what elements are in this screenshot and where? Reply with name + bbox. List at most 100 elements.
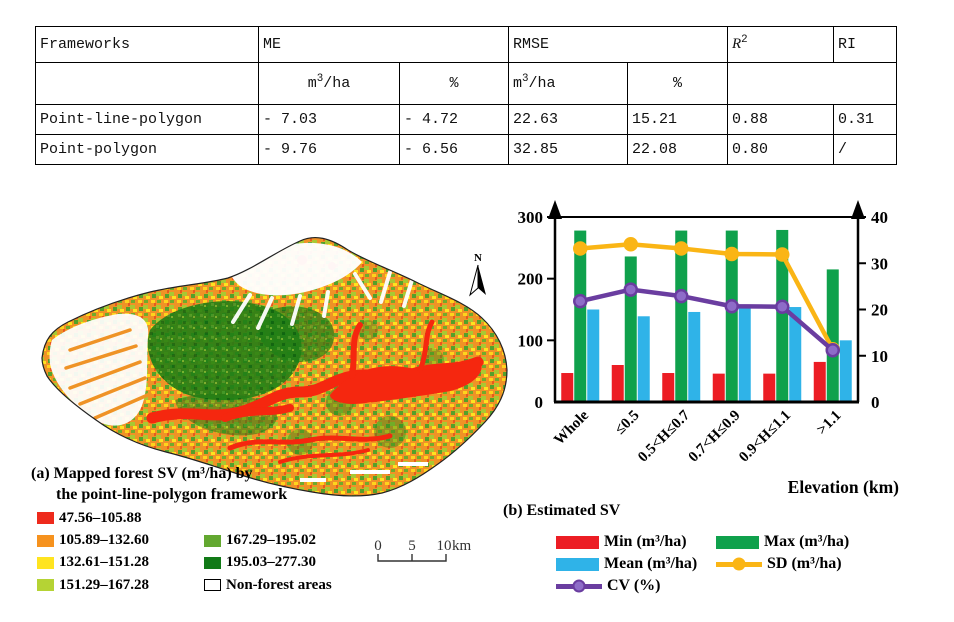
map-legend-item: 195.03–277.30 [204, 554, 316, 571]
max-label: Max (m³/ha) [764, 533, 850, 550]
sd-label: SD (m³/ha) [767, 555, 842, 572]
col-r2: R2 [727, 26, 834, 63]
bar-min-0 [561, 373, 574, 402]
scale-0: 0 [374, 538, 382, 554]
table-header-row-2: m3/ha % m3/ha % [35, 62, 897, 105]
map-legend-item: 132.61–151.28 [37, 554, 204, 571]
bar-max-1 [624, 256, 637, 402]
table-row: Point-polygon - 9.76 - 6.56 32.85 22.08 … [35, 134, 897, 165]
legend-item-sd: SD (m³/ha) [716, 555, 842, 573]
cv-label: CV (%) [607, 577, 661, 594]
map-legend-row: 47.56–105.88 [37, 507, 332, 529]
sd-line-swatch [716, 557, 762, 571]
svg-text:≤0.5: ≤0.5 [612, 408, 642, 438]
map-legend-item: Non-forest areas [204, 577, 332, 594]
unit-me-m3ha: m3/ha [258, 62, 400, 105]
mean-label: Mean (m³/ha) [604, 555, 698, 572]
map-legend-row: 151.29–167.28 Non-forest areas [37, 574, 332, 596]
map-legend-row: 132.61–151.28 195.03–277.30 [37, 552, 332, 574]
legend-item-mean: Mean (m³/ha) [556, 555, 716, 573]
scale-10: 10 [437, 538, 452, 554]
col-frameworks: Frameworks [35, 26, 259, 63]
chart-caption: (b) Estimated SV [503, 502, 621, 519]
svg-text:100: 100 [518, 331, 544, 350]
class1-label: 47.56–105.88 [59, 509, 142, 526]
nonforest-label: Non-forest areas [226, 576, 332, 593]
svg-text:>1.1: >1.1 [814, 408, 845, 439]
chart-legend-row: Min (m³/ha) Max (m³/ha) [556, 531, 849, 553]
results-table: Frameworks ME RMSE R2 RI m3/ha % m3/ha %… [35, 26, 897, 165]
class3-label: 132.61–151.28 [59, 554, 149, 571]
svg-text:200: 200 [518, 270, 544, 289]
unit-rmse-m3ha: m3/ha [508, 62, 628, 105]
table-row: Point-line-polygon - 7.03 - 4.72 22.63 1… [35, 104, 897, 135]
bar-mean-2 [688, 311, 701, 402]
map-legend-item: 47.56–105.88 [37, 510, 204, 527]
bar-mean-3 [738, 307, 751, 402]
class5-swatch [204, 534, 221, 547]
svg-text:Elevation (km): Elevation (km) [788, 477, 899, 497]
bar-mean-4 [789, 307, 802, 402]
map-caption-line1: (a) Mapped forest SV (m³/ha) by [31, 465, 253, 482]
class5-label: 167.29–195.02 [226, 532, 316, 549]
cv-line-swatch [556, 579, 602, 593]
map-caption-line2: the point-line-polygon framework [56, 486, 288, 503]
scale-unit: km [452, 538, 472, 554]
legend-item-min: Min (m³/ha) [556, 533, 716, 551]
bar-max-3 [725, 230, 738, 402]
bar-min-1 [611, 365, 624, 402]
svg-text:0.5<H≤0.7: 0.5<H≤0.7 [635, 407, 693, 465]
class6-label: 195.03–277.30 [226, 554, 316, 571]
mean-swatch [556, 557, 599, 571]
svg-text:40: 40 [871, 208, 888, 227]
svg-text:0.7<H≤0.9: 0.7<H≤0.9 [686, 408, 744, 466]
legend-item-max: Max (m³/ha) [716, 533, 849, 551]
bar-mean-0 [587, 309, 600, 402]
svg-text:20: 20 [871, 301, 888, 320]
svg-text:0: 0 [871, 393, 880, 412]
bar-max-4 [776, 229, 789, 402]
map-scale-bar: 0 5 10 km [374, 538, 472, 562]
estimated-sv-chart: 0 100 200 300 0 10 20 30 40 Whole ≤0.50.5<H≤0.70.7… [518, 200, 899, 497]
map-legend-row: 105.89–132.60 167.29–195.02 [37, 529, 332, 551]
bar-max-0 [574, 230, 587, 402]
bar-min-2 [662, 373, 675, 402]
table-header-row-1: Frameworks ME RMSE R2 RI [35, 26, 897, 63]
svg-text:0.9<H≤1.1: 0.9<H≤1.1 [736, 408, 794, 466]
north-label: N [474, 252, 482, 264]
svg-text:30: 30 [871, 254, 888, 273]
svg-text:Whole: Whole [551, 407, 592, 448]
col-ri: RI [833, 26, 897, 63]
bar-mean-1 [637, 316, 650, 402]
map-legend: 47.56–105.88 105.89–132.60 167.29–195.02… [37, 507, 332, 597]
sd-marker-icon [732, 557, 746, 571]
cv-marker-icon [572, 579, 586, 593]
class2-label: 105.89–132.60 [59, 532, 149, 549]
legend-item-cv: CV (%) [556, 577, 716, 595]
map-legend-item: 105.89–132.60 [37, 532, 204, 549]
scale-5: 5 [408, 538, 416, 554]
bar-mean-5 [839, 340, 852, 402]
bar-min-3 [712, 373, 725, 402]
map-legend-item: 151.29–167.28 [37, 577, 204, 594]
nonforest-swatch [204, 579, 221, 592]
north-arrow-icon: N [469, 252, 486, 297]
class3-swatch [37, 556, 54, 569]
svg-text:0: 0 [535, 393, 544, 412]
class6-swatch [204, 556, 221, 569]
min-swatch [556, 535, 599, 549]
svg-text:10: 10 [871, 347, 888, 366]
min-label: Min (m³/ha) [604, 533, 687, 550]
chart-legend: Min (m³/ha) Max (m³/ha) Mean (m³/ha) SD … [556, 531, 849, 597]
chart-legend-row: CV (%) [556, 575, 849, 597]
svg-text:300: 300 [518, 208, 544, 227]
bar-max-5 [826, 269, 839, 402]
class4-swatch [37, 579, 54, 592]
map-legend-item: 167.29–195.02 [204, 532, 316, 549]
class4-label: 151.29–167.28 [59, 576, 149, 593]
bar-min-4 [763, 373, 776, 402]
bar-min-5 [813, 361, 826, 402]
class2-swatch [37, 534, 54, 547]
